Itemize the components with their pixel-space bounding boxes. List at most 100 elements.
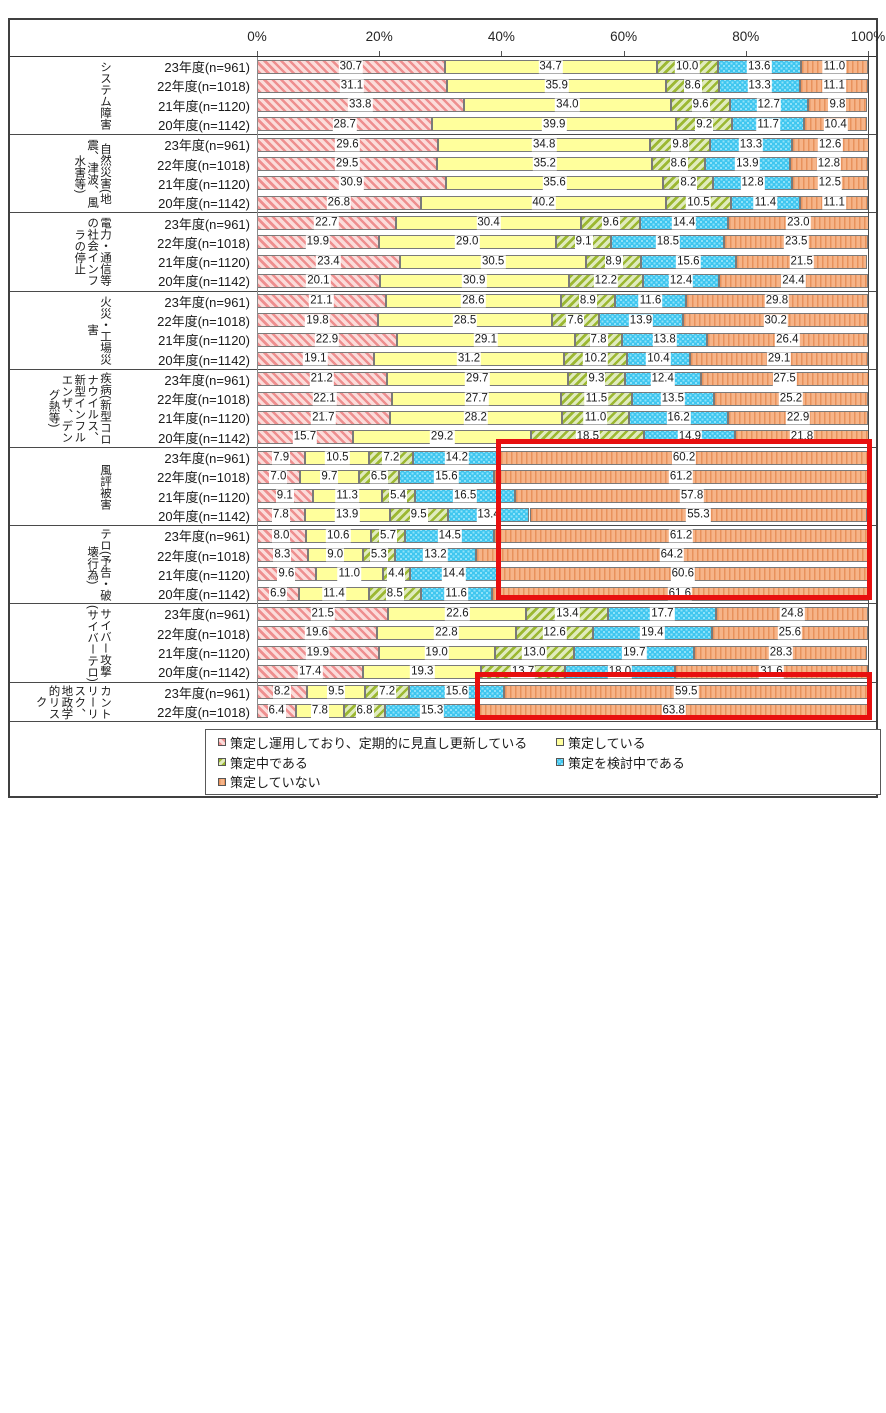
value-label: 28.2 xyxy=(463,411,488,425)
category-label-cell: 電力・通信等の社会インフラの停止 xyxy=(10,213,114,290)
bar-track: 19.8 28.5 7.6 13.9 30.2 xyxy=(257,311,868,330)
category-group: 疾病(新型コロナウイルス、新型インフルエンザ、デング熱等) 23年度(n=961)… xyxy=(10,368,876,447)
year-label: 20年度(n=1142) xyxy=(158,508,250,524)
value-label: 11.6 xyxy=(638,294,663,308)
value-label: 22.9 xyxy=(785,411,811,425)
year-label: 21年度(n=1120) xyxy=(158,646,250,662)
value-label: 26.4 xyxy=(775,333,800,347)
legend-item: 策定を検討中である xyxy=(556,753,868,772)
value-label: 20.1 xyxy=(306,274,331,288)
value-label: 29.1 xyxy=(473,333,499,347)
value-label: 11.7 xyxy=(756,117,780,132)
value-label: 8.5 xyxy=(385,587,404,601)
bar-row: 23年度(n=961) 8.2 9.5 7.2 15.6 59.5 xyxy=(114,683,876,702)
legend-swatch-pink-hatch-icon xyxy=(218,738,226,747)
value-label: 5.4 xyxy=(389,489,408,503)
value-label: 12.4 xyxy=(668,274,694,288)
bar-track: 19.6 22.8 12.6 19.4 25.6 xyxy=(257,624,868,643)
value-label: 11.0 xyxy=(337,567,362,581)
category-group: 風評被害 23年度(n=961) 7.9 10.5 7.2 14.2 60.2 22年度(n=… xyxy=(10,446,876,525)
bar-row: 21年度(n=1120) 23.4 30.5 8.9 15.6 21.5 xyxy=(114,252,876,271)
legend-label: 策定していない xyxy=(230,775,321,791)
category-rows: 23年度(n=961) 22.7 30.4 9.6 14.4 23.0 22年度(n=101… xyxy=(114,213,876,290)
year-label: 22年度(n=1018) xyxy=(157,157,250,173)
category-label: 電力・通信等の社会インフラの停止 xyxy=(73,217,111,287)
legend-swatch-orange-lines-icon xyxy=(218,777,226,786)
bar-row: 20年度(n=1142) 26.8 40.2 10.5 11.4 11.1 xyxy=(114,193,876,212)
value-label: 23.5 xyxy=(784,235,809,249)
year-label: 22年度(n=1018) xyxy=(157,704,250,720)
value-label: 12.8 xyxy=(816,157,842,171)
value-label: 28.6 xyxy=(461,294,486,308)
legend-swatch-green-hatch-icon xyxy=(218,758,226,766)
value-label: 4.4 xyxy=(387,567,406,581)
category-group: カントリーリスク、地政学的リスク 23年度(n=961) 8.2 9.5 7.2 15.6… xyxy=(10,681,876,722)
legend-item: 策定中である xyxy=(218,753,556,772)
value-label: 27.5 xyxy=(772,372,797,386)
value-label: 35.6 xyxy=(542,176,567,191)
year-label: 20年度(n=1142) xyxy=(158,274,250,290)
category-rows: 23年度(n=961) 8.2 9.5 7.2 15.6 59.5 22年度(n=1018)… xyxy=(114,683,876,722)
bar-track: 29.6 34.8 9.8 13.3 12.6 xyxy=(257,135,869,154)
category-label-cell: 火災・工場災害 xyxy=(10,292,114,369)
bar-track: 19.9 19.0 13.0 19.7 28.3 xyxy=(257,643,868,662)
value-label: 6.8 xyxy=(355,704,374,719)
x-axis-tick-label: 80% xyxy=(732,29,760,44)
value-label: 61.2 xyxy=(668,470,694,484)
x-axis-tick-mark xyxy=(501,51,503,56)
bar-track: 21.7 28.2 11.0 16.2 22.9 xyxy=(257,408,868,427)
bar-row: 22年度(n=1018) 29.5 35.2 8.6 13.9 12.8 xyxy=(114,154,876,173)
bar-row: 23年度(n=961) 21.5 22.6 13.4 17.7 24.8 xyxy=(114,604,876,623)
value-label: 25.6 xyxy=(777,626,802,640)
value-label: 34.0 xyxy=(555,98,580,112)
value-label: 6.9 xyxy=(269,587,288,601)
x-axis-tick-label: 20% xyxy=(365,29,393,44)
value-label: 35.2 xyxy=(532,157,557,171)
value-label: 9.5 xyxy=(327,685,346,699)
x-axis: 0% 20% 40% 60% 80% 100% xyxy=(10,20,885,57)
value-label: 17.4 xyxy=(297,665,323,679)
value-label: 24.8 xyxy=(780,607,805,621)
bar-track: 9.6 11.0 4.4 14.4 60.6 xyxy=(257,565,868,584)
year-label: 23年度(n=961) xyxy=(164,138,250,154)
value-label: 7.8 xyxy=(310,704,329,719)
category-rows: 23年度(n=961) 21.5 22.6 13.4 17.7 24.8 22年度(n=10… xyxy=(114,604,876,681)
bar-track: 7.8 13.9 9.5 13.4 55.3 xyxy=(257,506,868,525)
x-axis-tick-label: 60% xyxy=(610,29,638,44)
value-label: 12.6 xyxy=(817,138,843,152)
value-label: 15.3 xyxy=(419,704,445,719)
year-label: 23年度(n=961) xyxy=(164,451,250,467)
category-rows: 23年度(n=961) 8.0 10.6 5.7 14.5 61.2 22年度(n=1018… xyxy=(114,526,876,603)
value-label: 9.6 xyxy=(601,216,620,230)
value-label: 12.7 xyxy=(756,98,781,112)
bar-row: 23年度(n=961) 29.6 34.8 9.8 13.3 12.6 xyxy=(114,135,876,154)
category-rows: 23年度(n=961) 29.6 34.8 9.8 13.3 12.6 22年度(n=101… xyxy=(114,135,876,212)
year-label: 23年度(n=961) xyxy=(164,529,250,545)
value-label: 39.9 xyxy=(542,117,567,132)
value-label: 19.0 xyxy=(424,645,449,660)
value-label: 13.5 xyxy=(660,392,685,406)
category-label-cell: カントリーリスク、地政学的リスク xyxy=(10,683,114,722)
bar-track: 28.7 39.9 9.2 11.7 10.4 xyxy=(257,115,868,134)
bar-track: 30.9 35.6 8.2 12.8 12.5 xyxy=(257,174,868,193)
bar-row: 20年度(n=1142) 7.8 13.9 9.5 13.4 55.3 xyxy=(114,506,876,525)
highlight-box-country-risk xyxy=(475,672,872,720)
value-label: 29.1 xyxy=(766,352,792,366)
legend-item: 策定していない xyxy=(218,772,556,791)
value-label: 18.5 xyxy=(655,235,681,249)
value-label: 10.4 xyxy=(823,117,848,132)
value-label: 19.9 xyxy=(305,235,330,249)
plot-right-axis-line xyxy=(868,57,869,714)
value-label: 19.3 xyxy=(410,665,435,679)
category-label: 火災・工場災害 xyxy=(86,295,111,365)
legend-item: 策定し運用しており、定期的に見直し更新している xyxy=(218,733,556,752)
x-axis-tick-mark xyxy=(745,51,747,56)
value-label: 59.5 xyxy=(674,685,699,699)
value-label: 8.0 xyxy=(272,529,291,543)
value-label: 8.6 xyxy=(669,157,688,171)
value-label: 8.9 xyxy=(578,294,597,308)
legend-label: 策定中である xyxy=(230,755,308,771)
category-label: 風評被害 xyxy=(99,463,111,510)
category-label: 疾病(新型コロナウイルス、新型インフルエンザ、デング熱等) xyxy=(47,371,112,445)
bar-track: 21.1 28.6 8.9 11.6 29.8 xyxy=(257,292,868,311)
